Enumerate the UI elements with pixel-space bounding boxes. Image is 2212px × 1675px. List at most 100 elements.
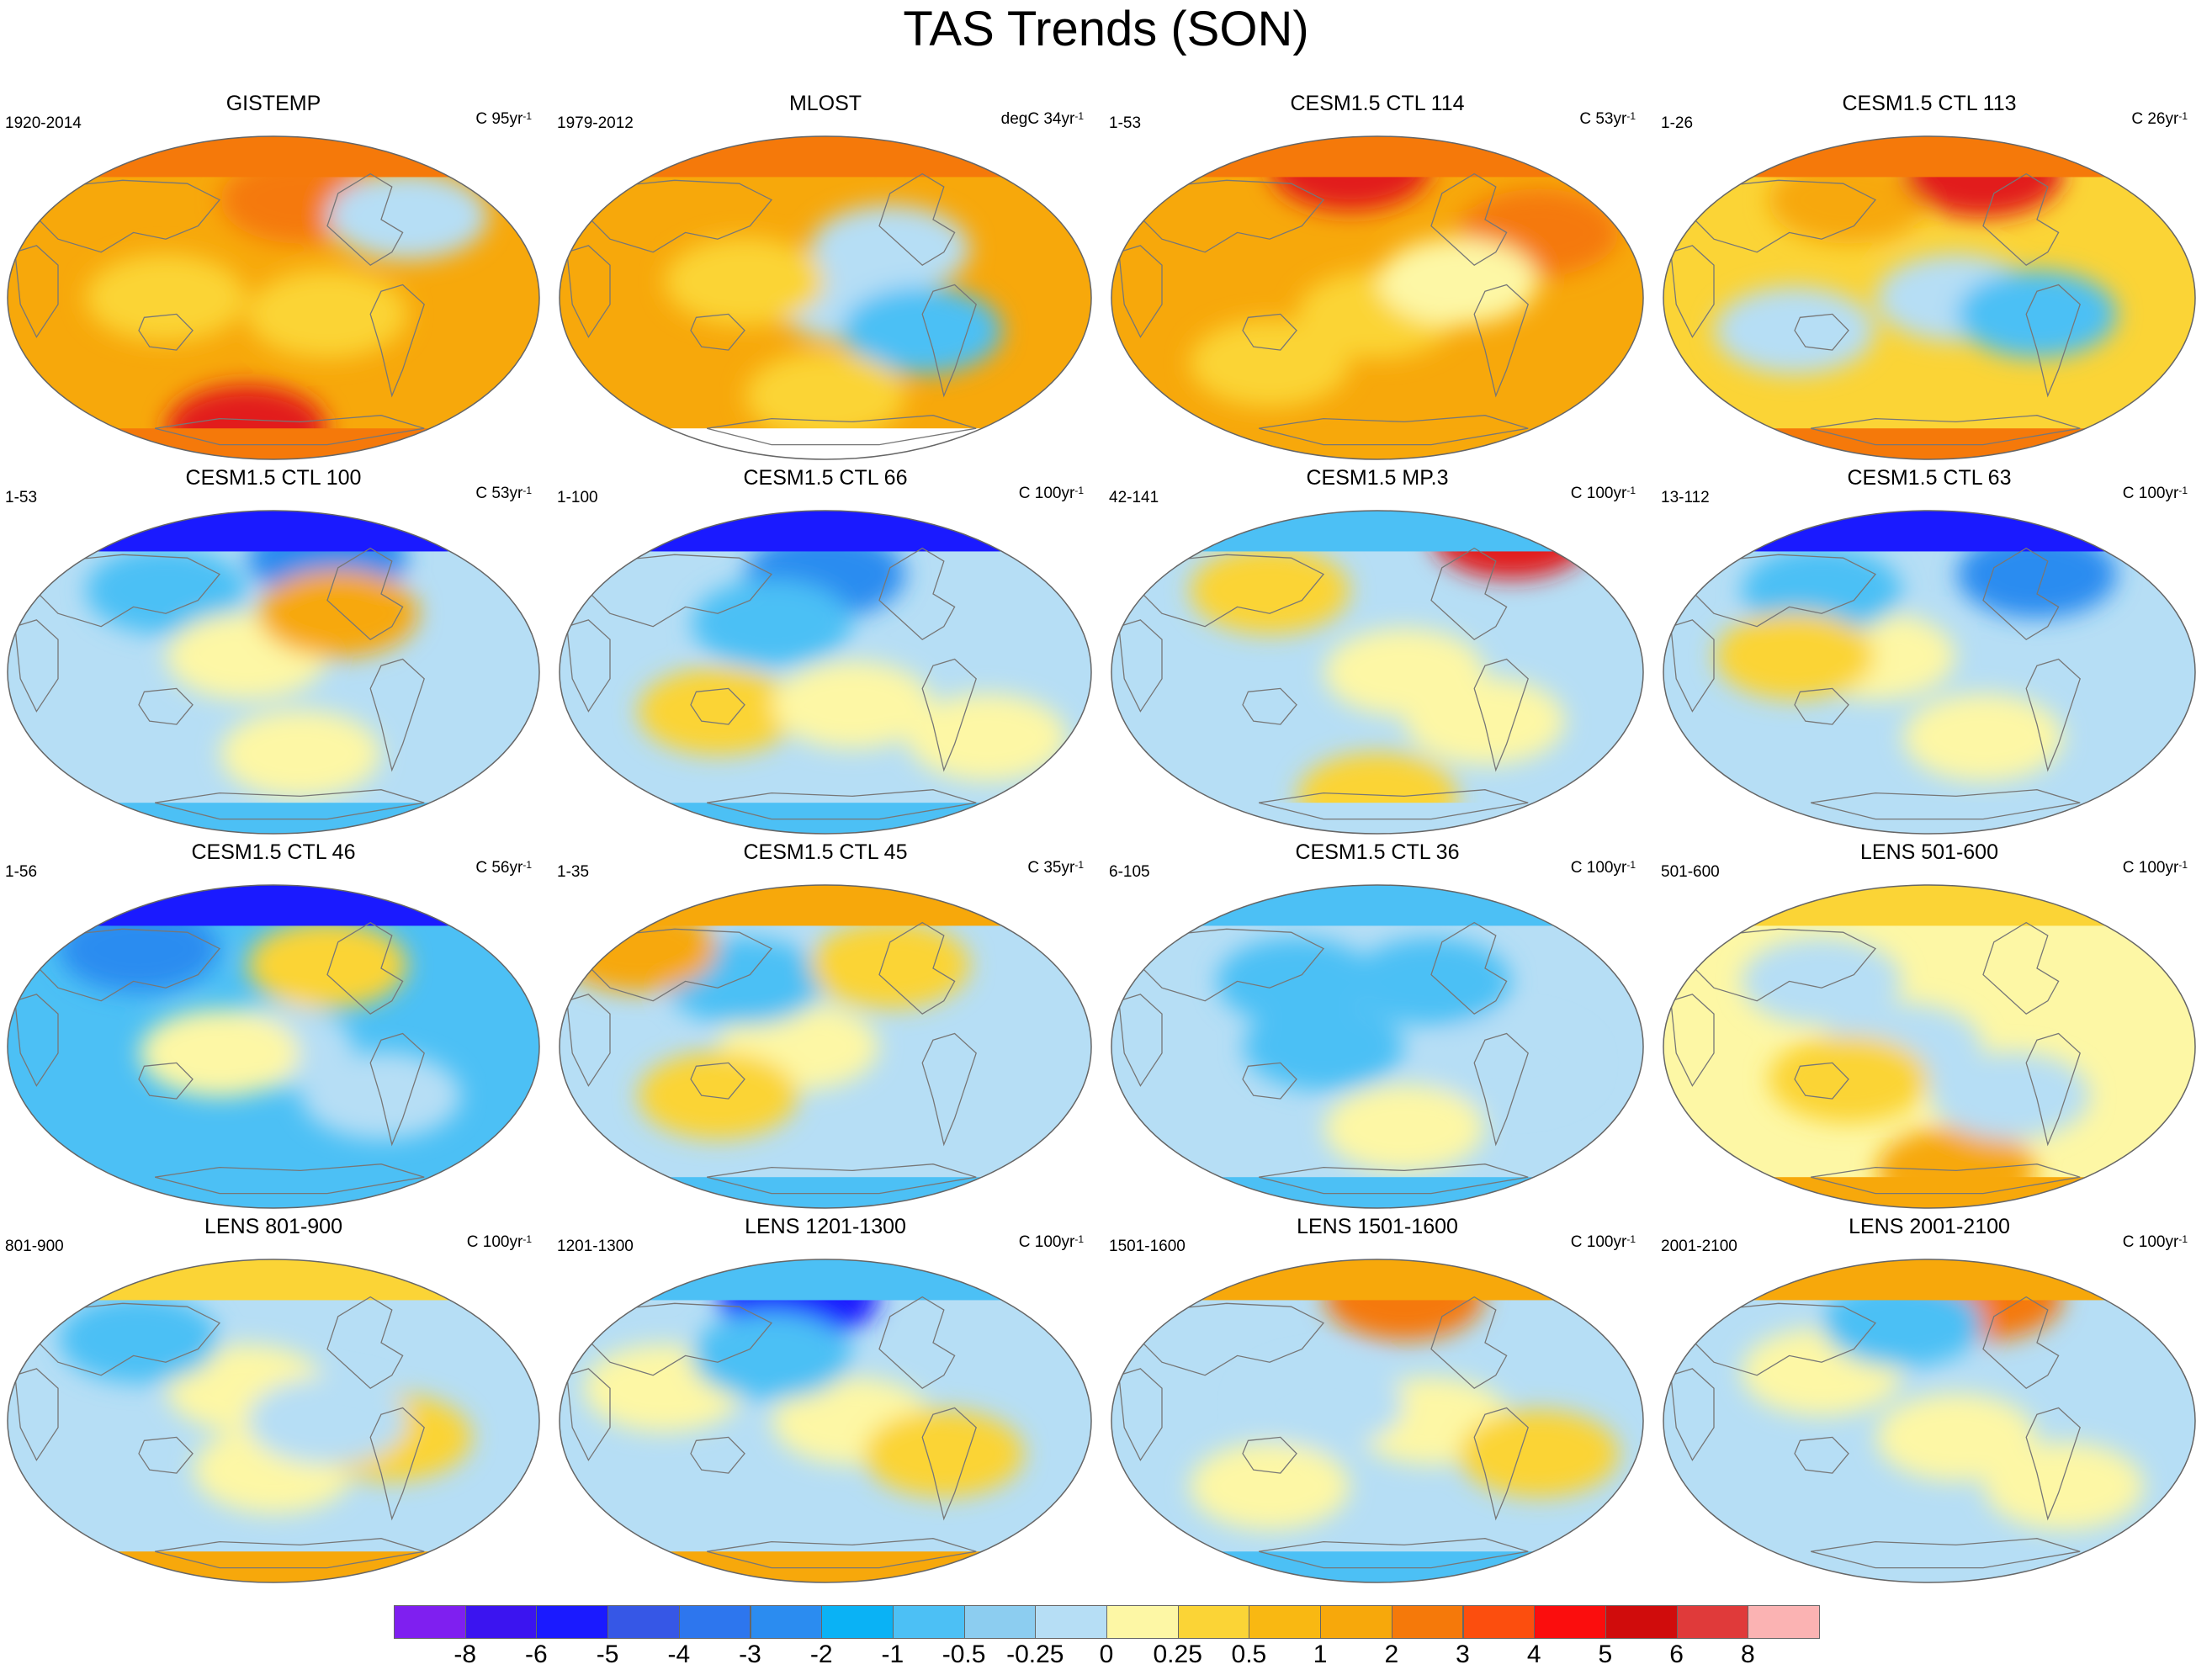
panel-map: [559, 884, 1092, 1209]
map-outline: [7, 510, 540, 835]
colorbar-tick-label: -5: [596, 1641, 619, 1668]
trend-anomaly: [247, 921, 407, 1009]
arctic-band: [1663, 511, 2195, 552]
colorbar-tick-label: -2: [809, 1641, 833, 1668]
trend-anomaly: [842, 286, 1003, 374]
panel-units: C 100yr-1: [1570, 1233, 1636, 1251]
panel-map: [1111, 884, 1644, 1209]
panel-units: C 35yr-1: [1027, 859, 1084, 877]
coastline: [155, 1538, 425, 1569]
trend-anomaly: [638, 667, 798, 755]
coastline: [690, 313, 745, 351]
coastline: [326, 547, 404, 641]
coastline: [14, 619, 59, 713]
coastline: [1794, 1436, 1849, 1474]
trend-anomaly: [86, 254, 246, 342]
arctic-band: [1111, 136, 1643, 178]
panel-units: C 100yr-1: [466, 1233, 532, 1251]
panel-units: C 100yr-1: [1570, 859, 1636, 877]
colorbar: [394, 1605, 1820, 1639]
trend-anomaly: [1715, 612, 1875, 700]
coastline: [566, 1368, 611, 1461]
trend-anomaly: [1742, 937, 1902, 1026]
colorbar-swatch: [1320, 1605, 1392, 1639]
panel-map: [559, 135, 1092, 460]
map-outline: [559, 884, 1092, 1209]
coastline: [921, 1407, 977, 1521]
coastline: [576, 1302, 773, 1376]
colorbar-tick-label: -8: [454, 1641, 477, 1668]
map-outline: [1663, 510, 2196, 835]
arctic-band: [560, 885, 1091, 926]
coastline: [921, 1032, 977, 1147]
panel-title: CESM1.5 CTL 63: [1847, 466, 2012, 490]
panel-units: C 100yr-1: [2122, 1233, 2188, 1251]
trend-anomaly: [1930, 1052, 2090, 1140]
colorbar-tick-label: 0.5: [1231, 1641, 1267, 1668]
panel-map: [1663, 135, 2196, 460]
trend-anomaly: [1190, 319, 1350, 407]
panel-year-range: 501-600: [1661, 863, 1720, 881]
map-outline: [1663, 1259, 2196, 1583]
panel-title: CESM1.5 CTL 46: [191, 840, 356, 864]
trend-anomaly: [692, 579, 851, 667]
coastline: [707, 789, 977, 820]
colorbar-tick-label: 2: [1384, 1641, 1399, 1668]
map-panel: CESM1.5 CTL 36 6-105 C 100yr-1: [1104, 840, 1651, 1214]
colorbar-tick-label: 4: [1526, 1641, 1541, 1668]
coastline: [1680, 1302, 1877, 1376]
coastline: [1259, 1538, 1529, 1569]
coastline: [369, 1407, 425, 1521]
colorbar-swatch: [963, 1605, 1037, 1639]
trend-anomaly: [1822, 1279, 1982, 1367]
trend-anomaly: [59, 1296, 219, 1383]
panel-map: [1663, 1259, 2196, 1583]
coastline: [155, 1163, 425, 1195]
trend-anomaly: [1432, 1019, 1592, 1107]
coastline: [878, 1296, 956, 1390]
coastline: [138, 1062, 194, 1100]
coastline: [2025, 1407, 2081, 1521]
coastline: [1794, 313, 1849, 351]
coastline: [878, 921, 956, 1015]
coastline: [2025, 284, 2081, 398]
panel-title: LENS 1201-1300: [745, 1215, 906, 1238]
trend-anomaly: [692, 1312, 851, 1400]
trend-anomaly: [59, 904, 219, 993]
trend-anomaly: [1957, 270, 2117, 358]
trend-anomaly: [1190, 547, 1350, 634]
panel-year-range: 1-100: [557, 489, 598, 506]
colorbar-tick-label: 0: [1099, 1641, 1114, 1668]
map-outline: [1111, 884, 1644, 1209]
coastline: [1670, 1368, 1715, 1461]
panel-title: CESM1.5 CTL 45: [743, 840, 908, 864]
trend-anomaly: [140, 1009, 300, 1097]
coastline: [1430, 547, 1508, 641]
coastline: [1670, 619, 1715, 713]
arctic-band: [1663, 136, 2195, 178]
coastline: [1128, 928, 1325, 1002]
map-outline: [559, 510, 1092, 835]
coastline: [326, 172, 404, 267]
arctic-band: [1111, 511, 1643, 552]
map-panel: CESM1.5 CTL 114 1-53 C 53yr-1: [1104, 91, 1651, 465]
coastline: [24, 1302, 221, 1376]
colorbar-tick-label: -3: [739, 1641, 761, 1668]
panel-year-range: 42-141: [1109, 489, 1159, 506]
panel-map: [559, 1259, 1092, 1583]
coastline: [155, 789, 425, 820]
trend-anomaly: [1324, 1084, 1484, 1172]
colorbar-tick-label: 6: [1669, 1641, 1684, 1668]
panel-title: CESM1.5 CTL 36: [1295, 840, 1460, 864]
colorbar-swatch: [394, 1605, 466, 1639]
coastline: [1794, 1062, 1849, 1100]
trend-anomaly: [301, 1052, 461, 1140]
coastline: [1982, 547, 2060, 641]
map-outline: [1663, 884, 2196, 1209]
panel-title: CESM1.5 MP.3: [1306, 466, 1449, 490]
map-panel: LENS 1501-1600 1501-1600 C 100yr-1: [1104, 1214, 1651, 1588]
map-panel: LENS 501-600 501-600 C 100yr-1: [1656, 840, 2203, 1214]
coastline: [155, 415, 425, 446]
colorbar-swatch: [1748, 1605, 1820, 1639]
panel-title: CESM1.5 CTL 114: [1290, 92, 1465, 115]
